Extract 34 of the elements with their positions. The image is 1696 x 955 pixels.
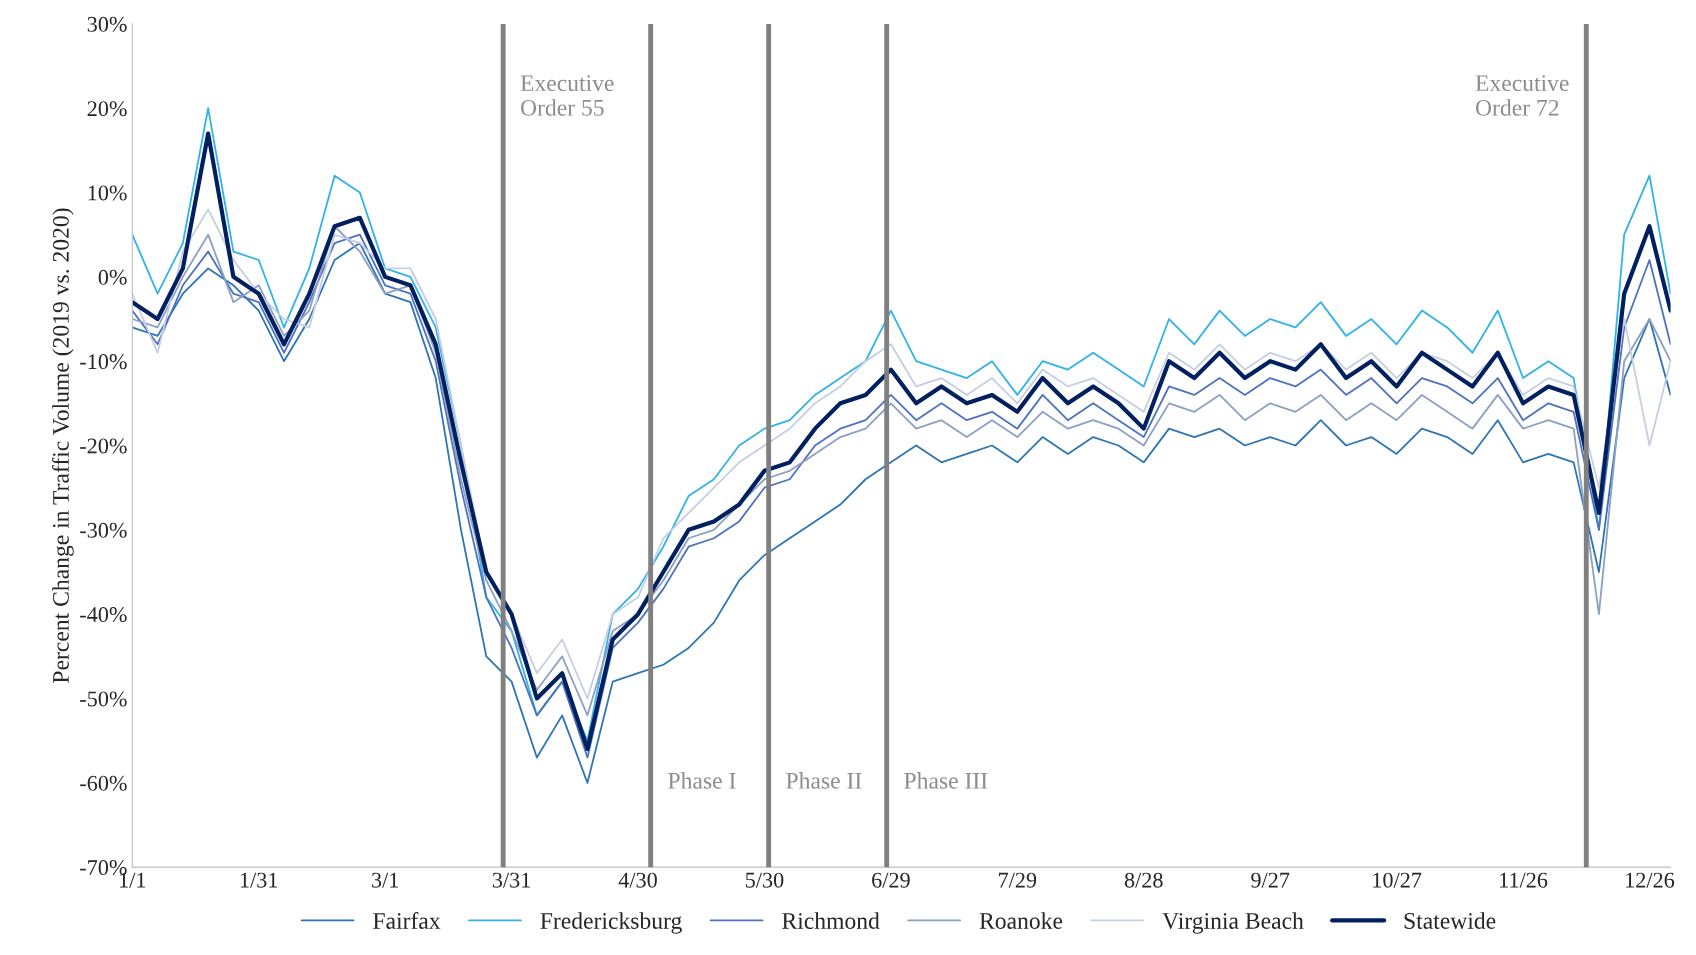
y-tick-label: 0% — [98, 269, 127, 285]
y-tick-label: 10% — [88, 185, 127, 201]
legend-label: Roanoke — [979, 912, 1063, 929]
x-tick-label: 7/29 — [999, 872, 1037, 888]
ref-line-label: Executive Order 55 — [520, 75, 614, 116]
legend-label: Fredericksburg — [540, 912, 682, 934]
y-tick-label: -60% — [80, 775, 127, 791]
x-tick-label: 8/28 — [1124, 872, 1163, 888]
x-tick-label: 4/30 — [618, 872, 657, 888]
x-tick-label: 3/31 — [492, 872, 531, 888]
y-axis-title: Percent Change in Traffic Volume (2019 vs. 2020) — [52, 208, 74, 683]
legend-label: Virginia Beach — [1162, 912, 1304, 934]
y-tick-label: 30% — [87, 16, 127, 32]
x-tick-label: 5/30 — [745, 872, 784, 888]
x-tick-label: 12/26 — [1626, 872, 1675, 888]
y-tick-label: -50% — [80, 691, 127, 707]
x-tick-label: 11/26 — [1500, 872, 1548, 888]
x-tick-label: 6/29 — [872, 872, 910, 888]
legend-label: Statewide — [1404, 912, 1496, 929]
y-tick-label: 20% — [87, 101, 127, 117]
ref-line-label: Executive Order 72 — [1475, 75, 1569, 116]
x-tick-label: 9/27 — [1251, 872, 1290, 888]
x-tick-label: 10/27 — [1373, 872, 1422, 888]
ref-line-label: Phase I — [668, 772, 736, 789]
y-tick-label: -10% — [80, 354, 127, 370]
y-tick-label: -40% — [80, 607, 127, 623]
x-tick-label: 1/31 — [240, 872, 278, 888]
y-tick-label: -20% — [80, 438, 127, 454]
x-tick-label: 3/1 — [372, 872, 399, 888]
legend-label: Fairfax — [373, 912, 441, 929]
legend-label: Richmond — [782, 912, 880, 929]
ref-line-label: Phase III — [904, 772, 988, 789]
y-tick-label: -30% — [80, 522, 127, 538]
ref-line-label: Phase II — [786, 772, 862, 789]
